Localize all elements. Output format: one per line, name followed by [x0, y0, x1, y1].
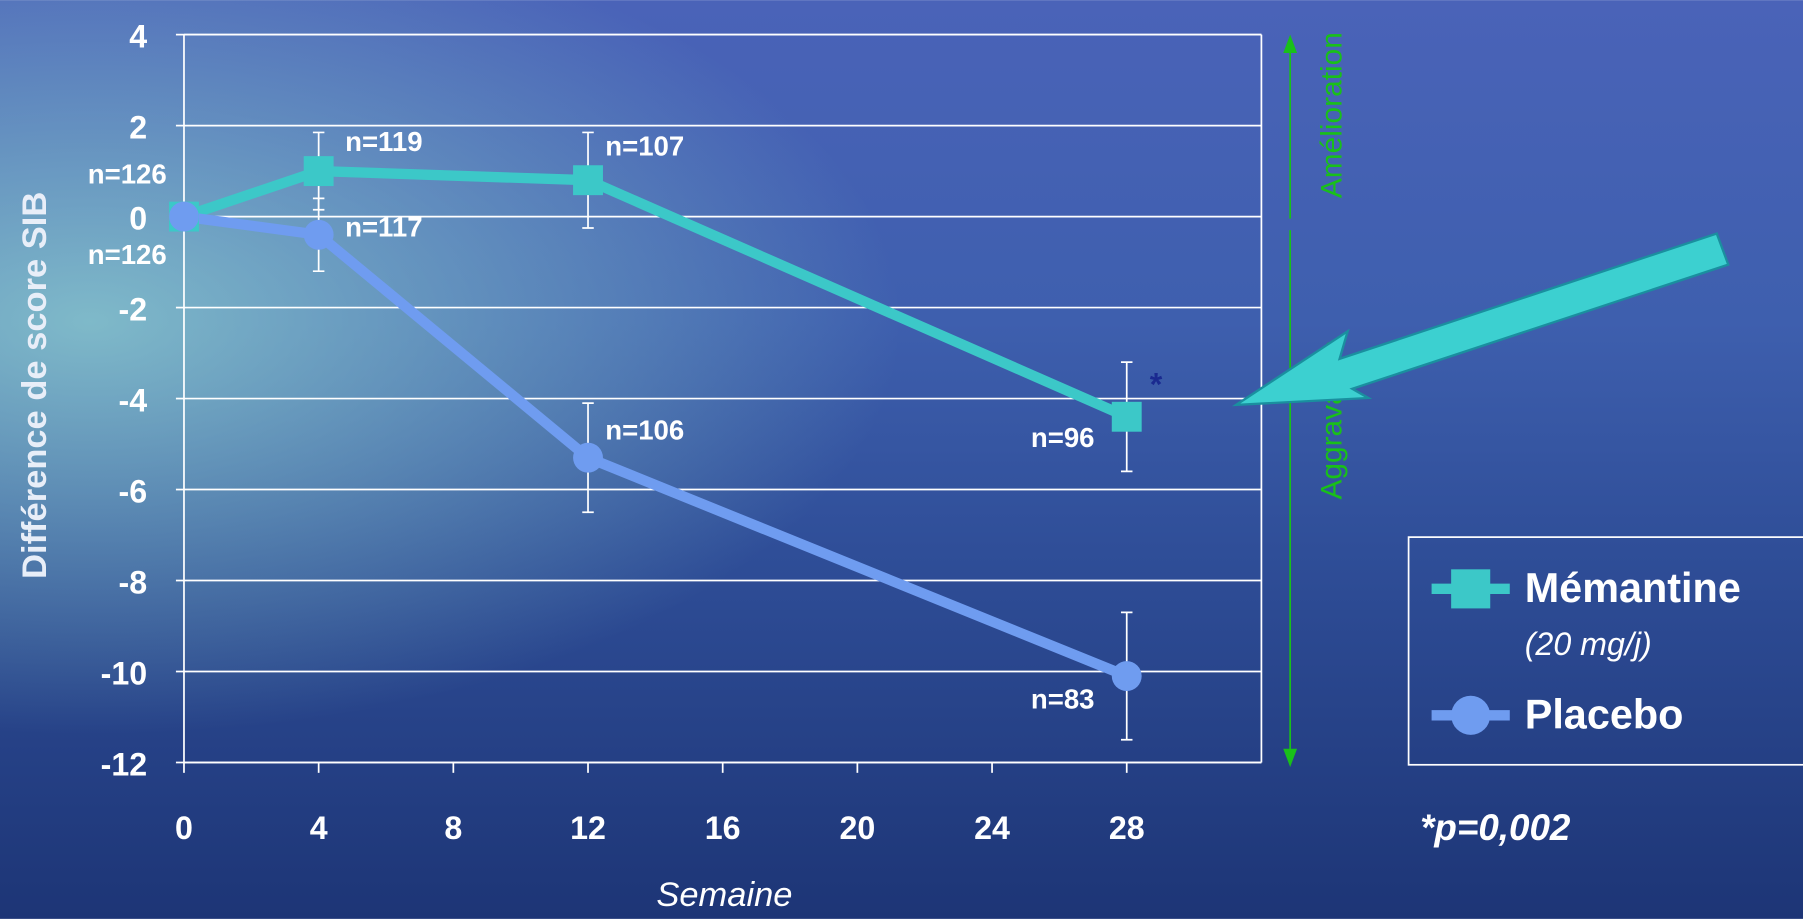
point — [1112, 402, 1142, 432]
x-tick-label: 28 — [1109, 810, 1145, 846]
legend-label: Mémantine — [1525, 565, 1741, 611]
sample-size-label: n=106 — [605, 415, 684, 446]
y-tick-label: 4 — [129, 19, 147, 55]
footnote: *p=0,002 — [1420, 807, 1571, 848]
y-tick-label: -8 — [119, 565, 148, 601]
y-tick-label: -12 — [101, 747, 148, 783]
x-tick-label: 20 — [839, 810, 875, 846]
background-glow — [0, 0, 1803, 919]
legend-marker — [1451, 696, 1490, 735]
point — [169, 202, 199, 232]
sample-size-label: n=126 — [88, 239, 167, 270]
y-tick-label: -10 — [101, 656, 148, 692]
x-tick-label: 8 — [444, 810, 462, 846]
y-tick-label: -2 — [119, 292, 148, 328]
y-axis-label: Différence de score SIB — [16, 192, 54, 579]
side-label-up: Amélioration — [1316, 32, 1349, 198]
point — [304, 220, 334, 250]
x-axis-label: Semaine — [656, 876, 792, 914]
sample-size-label: n=126 — [88, 159, 167, 190]
sample-size-label: n=83 — [1031, 684, 1095, 715]
legend-marker — [1451, 569, 1490, 608]
significance-mark: * — [1150, 366, 1163, 402]
legend-label: Placebo — [1525, 692, 1684, 738]
point — [1112, 661, 1142, 691]
sample-size-label: n=96 — [1031, 422, 1095, 453]
sample-size-label: n=117 — [345, 211, 422, 242]
y-tick-label: -6 — [119, 474, 148, 510]
y-tick-label: 0 — [129, 201, 147, 237]
legend-detail: (20 mg/j) — [1525, 626, 1652, 662]
sample-size-label: n=119 — [345, 126, 422, 157]
y-tick-label: 2 — [129, 110, 147, 146]
x-tick-label: 24 — [974, 810, 1010, 846]
x-tick-label: 16 — [705, 810, 741, 846]
sample-size-label: n=107 — [605, 130, 684, 161]
y-tick-label: -4 — [119, 383, 148, 419]
point — [304, 156, 334, 186]
x-tick-label: 12 — [570, 810, 606, 846]
x-tick-label: 0 — [175, 810, 193, 846]
point — [573, 443, 603, 473]
point — [573, 165, 603, 195]
x-tick-label: 4 — [310, 810, 328, 846]
page: -12-10-8-6-4-20240481216202428 Différenc… — [0, 0, 1803, 919]
chart: -12-10-8-6-4-20240481216202428 Différenc… — [0, 0, 1803, 919]
